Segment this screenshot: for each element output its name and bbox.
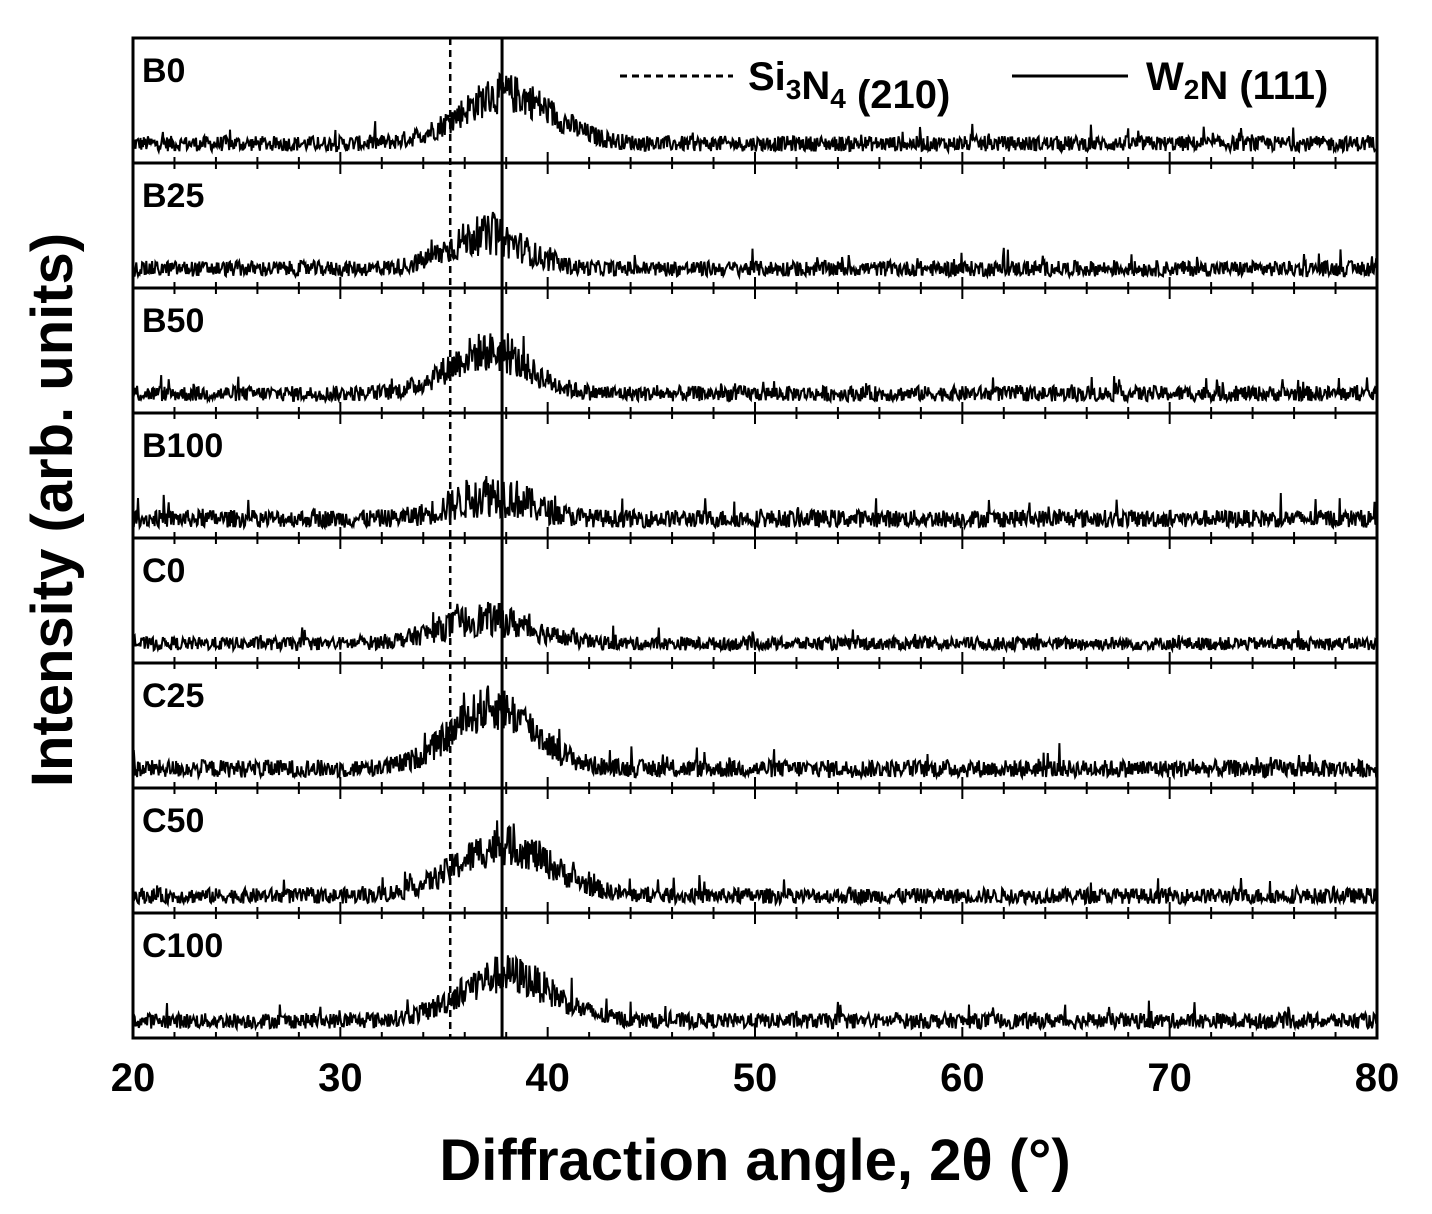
x-tick-label: 20 <box>111 1056 156 1100</box>
series-line-c50 <box>132 820 1378 908</box>
x-tick-label: 80 <box>1355 1056 1400 1100</box>
series-line-c25 <box>132 685 1378 781</box>
x-tick-label: 40 <box>525 1056 570 1100</box>
x-axis-title: Diffraction angle, 2θ (°) <box>439 1128 1070 1193</box>
panel-label-b100: B100 <box>142 427 223 465</box>
x-tick-label: 30 <box>318 1056 363 1100</box>
series-line-c0 <box>132 601 1378 654</box>
legend-label-w2n: W2N (111) <box>1146 55 1328 108</box>
x-tick-label: 60 <box>940 1056 985 1100</box>
plot-frame <box>131 36 1379 1040</box>
series-line-b0 <box>132 71 1378 156</box>
panel-label-c100: C100 <box>142 927 223 965</box>
series-line-b25 <box>132 211 1378 281</box>
panel-label-c0: C0 <box>142 552 185 590</box>
x-tick-label: 50 <box>733 1056 778 1100</box>
y-axis-title: Intensity (arb. units) <box>20 233 85 787</box>
panel-label-b0: B0 <box>142 52 185 90</box>
panel-label-b50: B50 <box>142 302 204 340</box>
panel-label-b25: B25 <box>142 177 204 215</box>
series-line-b50 <box>132 333 1378 405</box>
panel-label-c50: C50 <box>142 802 204 840</box>
panel-label-c25: C25 <box>142 677 204 715</box>
series-line-b100 <box>132 476 1378 531</box>
x-tick-label: 70 <box>1147 1056 1192 1100</box>
series-line-c100 <box>132 954 1378 1033</box>
legend-label-si3n4: Si3N4 (210) <box>748 55 950 117</box>
